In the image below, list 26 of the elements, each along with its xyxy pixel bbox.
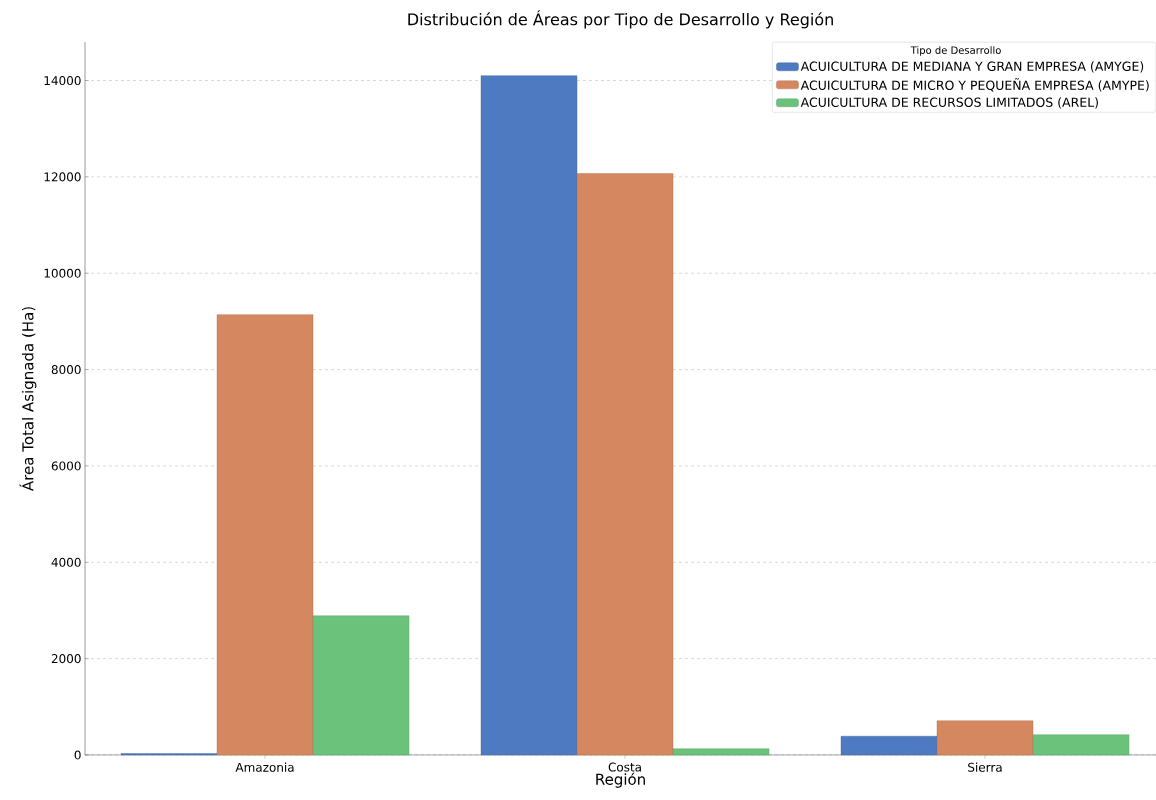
- y-tick-label: 4000: [51, 557, 81, 567]
- bar: [480, 75, 578, 756]
- legend-title: Tipo de Desarrollo: [910, 46, 1001, 56]
- y-tick-label: 6000: [51, 461, 81, 471]
- bar: [936, 720, 1034, 756]
- y-tick-label: 0: [74, 750, 81, 760]
- y-tick-label: 14000: [44, 75, 81, 86]
- bar: [840, 736, 938, 756]
- y-tick-label: 12000: [44, 172, 81, 182]
- x-tick-label: Sierra: [968, 762, 1002, 772]
- bar: [576, 173, 674, 756]
- bar: [672, 748, 770, 756]
- y-tick-label: 2000: [51, 654, 81, 664]
- chart-title: Distribución de Áreas por Tipo de Desarrollo y Región: [408, 10, 833, 29]
- legend-label: ACUICULTURA DE MEDIANA Y GRAN EMPRESA (AMYGE): [800, 61, 1144, 73]
- bar: [1032, 734, 1130, 756]
- x-tick-label: Amazonia: [235, 762, 294, 772]
- y-tick-label: 8000: [51, 365, 81, 375]
- legend-label: ACUICULTURA DE MICRO Y PEQUEÑA EMPRESA (AMYPE): [800, 78, 1149, 92]
- x-tick-label: Costa: [608, 762, 641, 772]
- bar: [312, 615, 410, 756]
- bar: [216, 314, 314, 756]
- y-tick-label: 10000: [44, 268, 81, 278]
- legend-label: ACUICULTURA DE RECURSOS LIMITADOS (AREL): [800, 97, 1098, 109]
- x-axis-title: Región: [596, 772, 645, 788]
- y-axis-title: Área Total Asignada (Ha): [19, 307, 37, 491]
